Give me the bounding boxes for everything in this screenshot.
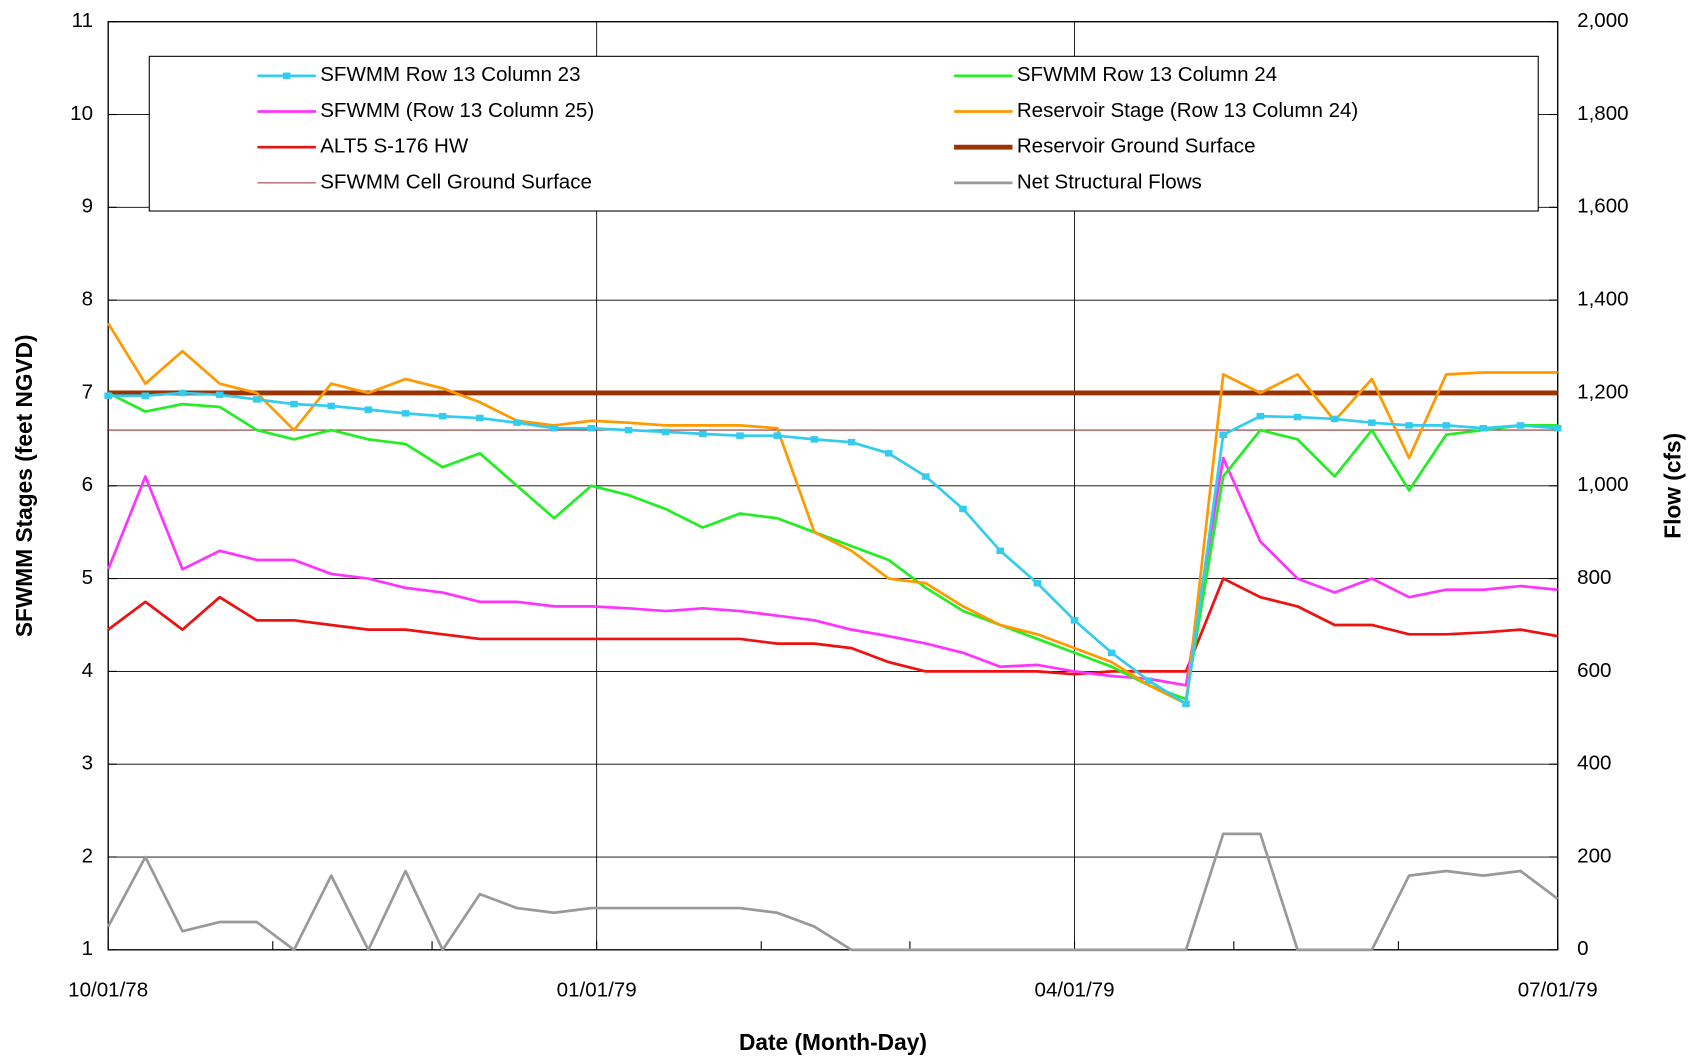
y-tick-label: 10 (70, 102, 93, 125)
series-marker (959, 505, 967, 513)
y2-tick-label: 1,600 (1577, 195, 1628, 218)
series-marker (699, 430, 707, 438)
legend-label: SFWMM (Row 13 Column 25) (320, 99, 594, 122)
x-axis-title: Date (Month-Day) (739, 1029, 927, 1055)
series-marker (141, 392, 150, 399)
series-marker (1182, 700, 1190, 708)
x-tick-label: 04/01/79 (1035, 978, 1115, 1001)
series-marker (847, 438, 856, 446)
y-tick-label: 9 (82, 195, 93, 218)
series-marker (1293, 413, 1302, 421)
legend-label: SFWMM Cell Ground Surface (320, 170, 592, 193)
series-marker (1219, 431, 1227, 438)
series-marker (1033, 579, 1042, 587)
series-line (107, 577, 1558, 676)
y-tick-label: 8 (82, 288, 93, 311)
series-marker (513, 419, 521, 426)
y2-tick-label: 1,000 (1577, 473, 1628, 496)
series-marker (401, 410, 410, 417)
x-tick-label: 10/01/78 (68, 978, 148, 1001)
series-marker (996, 547, 1004, 554)
series-marker (624, 426, 633, 434)
series-marker (438, 412, 447, 420)
legend-label: SFWMM Row 13 Column 24 (1017, 63, 1277, 86)
series-marker (884, 450, 893, 457)
series-marker (922, 473, 930, 480)
series-marker (178, 389, 187, 397)
series-marker (1553, 424, 1562, 432)
series-marker (1256, 412, 1265, 420)
y2-tick-label: 1,800 (1577, 102, 1628, 125)
series-marker (1107, 649, 1116, 657)
y2-tick-label: 1,200 (1577, 380, 1628, 403)
y-tick-label: 6 (82, 473, 93, 496)
legend-label: Net Structural Flows (1017, 170, 1202, 193)
series-marker (550, 424, 558, 432)
series-marker (215, 391, 224, 399)
series-marker (587, 424, 596, 432)
series-marker (327, 402, 335, 410)
series-marker (476, 414, 484, 422)
series-marker (1479, 424, 1488, 432)
y-tick-label: 7 (82, 380, 93, 403)
y2-tick-label: 2,000 (1577, 9, 1628, 32)
series-marker (290, 400, 298, 408)
legend-marker (282, 72, 291, 80)
legend-label: Reservoir Stage (Row 13 Column 24) (1017, 99, 1358, 122)
series-marker (1070, 617, 1079, 624)
series-marker (1516, 422, 1525, 429)
series-marker (1442, 422, 1450, 429)
series-marker (773, 432, 781, 439)
y2-tick-label: 0 (1577, 937, 1588, 960)
legend-label: ALT5 S-176 HW (320, 135, 469, 158)
legend-label: Reservoir Ground Surface (1017, 135, 1256, 158)
y2-tick-label: 400 (1577, 752, 1611, 775)
series-marker (1145, 677, 1153, 684)
series-marker (736, 432, 744, 439)
series-marker (1330, 415, 1339, 423)
x-tick-label: 01/01/79 (557, 978, 637, 1001)
legend-label: SFWMM Row 13 Column 23 (320, 63, 580, 86)
series-marker (104, 392, 112, 399)
series-line (107, 322, 1558, 706)
y2-tick-label: 600 (1577, 659, 1611, 682)
series-line (107, 391, 1558, 701)
y2-tick-label: 800 (1577, 566, 1611, 589)
series-line (106, 832, 1559, 952)
y2-axis-title: Flow (cfs) (1660, 433, 1686, 539)
y-tick-label: 4 (82, 659, 93, 682)
x-tick-label: 07/01/79 (1518, 978, 1598, 1001)
series-marker (810, 436, 819, 443)
y2-tick-label: 1,400 (1577, 288, 1628, 311)
y-tick-label: 3 (82, 752, 93, 775)
y-tick-label: 5 (82, 566, 93, 589)
series-marker (364, 406, 373, 413)
legend-box (148, 55, 1539, 212)
series-marker (253, 396, 261, 403)
series-line (108, 391, 1558, 706)
y-tick-label: 1 (82, 937, 93, 960)
series-marker (1405, 422, 1413, 429)
y-tick-label: 2 (82, 844, 93, 867)
series-marker (661, 428, 670, 436)
y-tick-label: 11 (72, 9, 93, 32)
y2-tick-label: 200 (1577, 844, 1611, 867)
y-axis-title: SFWMM Stages (feet NGVD) (11, 334, 37, 637)
series-line (106, 456, 1558, 687)
series-marker (1368, 419, 1376, 426)
